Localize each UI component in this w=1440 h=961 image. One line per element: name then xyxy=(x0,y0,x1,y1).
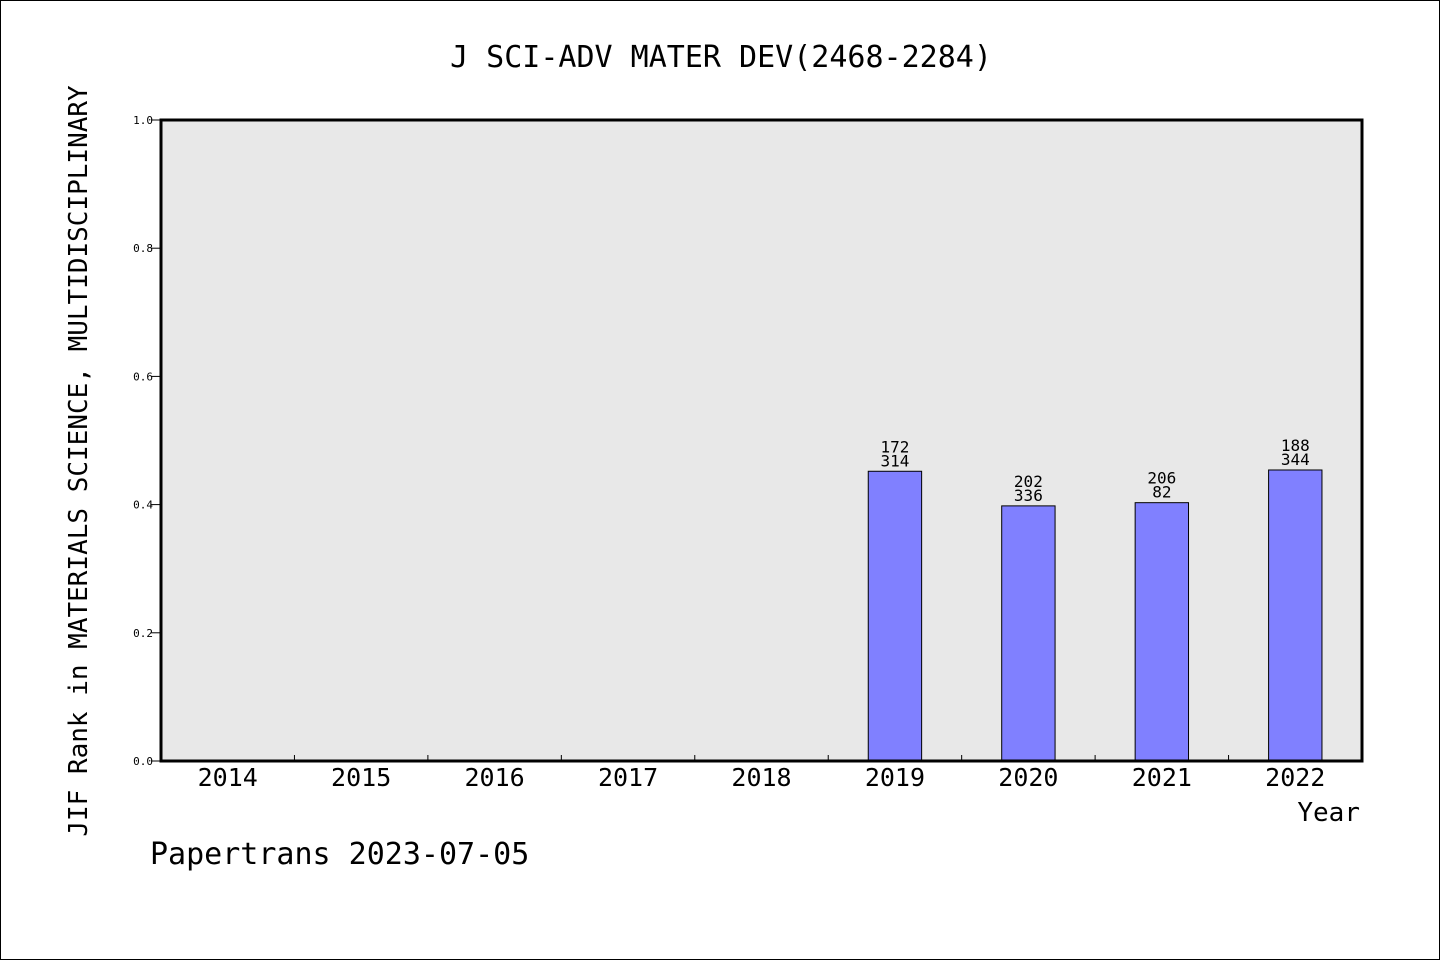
x-tick-label: 2018 xyxy=(731,763,791,792)
x-tick-label: 2021 xyxy=(1132,763,1192,792)
bar-label-total-2020: 336 xyxy=(1014,486,1043,505)
y-axis-label: JIF Rank in MATERIALS SCIENCE, MULTIDISC… xyxy=(64,85,94,837)
bar-label-rank-2021: 206 xyxy=(1147,469,1176,488)
x-axis-label: Year xyxy=(1297,798,1360,828)
x-tick-label: 2020 xyxy=(998,763,1058,792)
footer-credit: Papertrans 2023-07-05 xyxy=(150,837,529,872)
bar-series xyxy=(867,469,1323,762)
bar-label-total-2019: 314 xyxy=(880,451,909,470)
x-tick-label: 2014 xyxy=(198,763,258,792)
bar-label-rank-2022: 188 xyxy=(1281,436,1310,455)
x-tick-label: 2022 xyxy=(1265,763,1325,792)
y-axis-ticks: 0.0 0.2 0.4 0.6 0.8 1.0 xyxy=(133,114,161,768)
x-tick-label: 2019 xyxy=(865,763,925,792)
y-tick-label: 0.6 xyxy=(133,370,153,383)
bar-2021 xyxy=(1134,502,1190,762)
plot-border xyxy=(159,118,1364,763)
y-tick-label: 0.4 xyxy=(133,499,153,512)
bar-label-total-2022: 344 xyxy=(1281,450,1310,469)
bar-label-rank-2020: 202 xyxy=(1014,472,1043,491)
y-tick-label: 0.8 xyxy=(133,242,153,255)
bar-label-total-2021: 82 xyxy=(1152,483,1171,502)
x-axis-ticks: 2014 2015 2016 2017 2018 2019 2020 2021 2022 xyxy=(198,755,1325,792)
chart-title: J SCI-ADV MATER DEV(2468-2284) xyxy=(450,40,992,75)
x-tick-label: 2016 xyxy=(465,763,525,792)
y-tick-label: 1.0 xyxy=(133,114,153,127)
y-tick-label: 0.0 xyxy=(133,755,153,768)
bar-2020 xyxy=(1001,505,1056,762)
x-tick-label: 2017 xyxy=(598,763,658,792)
bar-label-rank-2019: 172 xyxy=(880,437,909,456)
bar-2019 xyxy=(867,470,923,762)
y-tick-label: 0.2 xyxy=(133,627,153,640)
bar-2022 xyxy=(1268,469,1323,762)
x-tick-label: 2015 xyxy=(331,763,391,792)
